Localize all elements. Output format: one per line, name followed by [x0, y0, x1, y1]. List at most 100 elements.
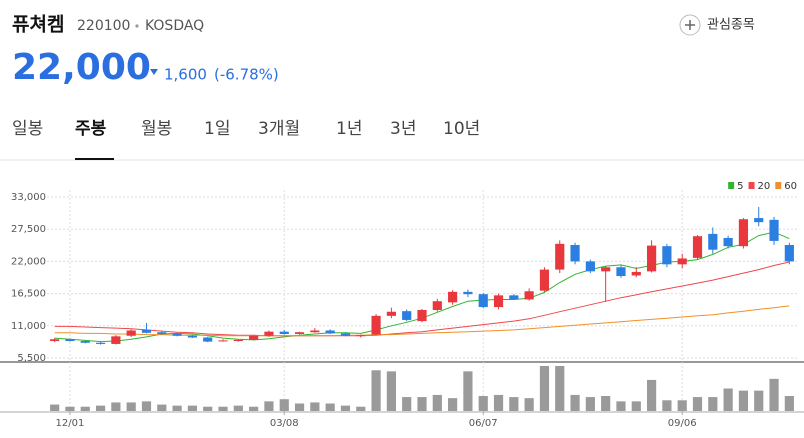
tab[interactable]: 1일 — [204, 119, 230, 139]
volume-bar — [784, 396, 794, 411]
volume-bar — [126, 402, 136, 411]
volume-bar — [417, 397, 427, 411]
tab[interactable]: 1년 — [336, 119, 362, 139]
candle-body — [754, 218, 764, 223]
candle-body — [325, 330, 335, 334]
change: 1,600 — [164, 66, 207, 84]
volume-bar — [493, 394, 504, 411]
candle-body — [708, 233, 718, 250]
candle-body — [417, 309, 427, 322]
volume-bar — [402, 397, 412, 411]
candle-body — [723, 237, 733, 247]
candle-body — [585, 261, 595, 272]
volume-bar — [310, 402, 320, 411]
volume-bar — [356, 406, 366, 411]
tab[interactable]: 주봉 — [75, 119, 107, 139]
y-tick-label: 33,000 — [11, 192, 46, 203]
candle-body — [524, 291, 534, 300]
market: KOSDAQ — [145, 18, 204, 34]
volume-bar — [50, 404, 60, 411]
volume-bar — [754, 390, 764, 411]
tab[interactable]: 3년 — [390, 119, 416, 139]
volume-bar — [616, 401, 626, 411]
candle-body — [310, 330, 320, 333]
volume-bar — [631, 401, 641, 411]
candle-body — [769, 219, 779, 241]
candle-body — [141, 329, 152, 333]
x-tick-label: 03/08 — [270, 418, 299, 429]
candle-body — [692, 236, 703, 258]
candle-body — [294, 332, 305, 334]
stock-name: 퓨쳐켐 — [12, 14, 64, 36]
y-tick-label: 11,000 — [11, 321, 46, 332]
volume-bar — [647, 379, 657, 411]
legend-label: 60 — [784, 181, 797, 192]
candle-body — [233, 339, 243, 342]
volume-bar — [677, 400, 687, 411]
volume-bar — [555, 366, 565, 411]
x-tick-label: 09/06 — [668, 418, 697, 429]
volume-bar — [723, 388, 733, 411]
volume-bar — [111, 402, 121, 411]
candle-body — [601, 267, 611, 272]
candle-body — [249, 335, 259, 340]
candle-body — [95, 342, 106, 344]
tab[interactable]: 일봉 — [12, 119, 43, 139]
candle-body — [203, 337, 213, 342]
candle-body — [386, 311, 396, 316]
candle-body — [478, 294, 488, 308]
y-tick-label: 22,000 — [11, 256, 46, 267]
candle-body — [493, 295, 504, 308]
stock-code: 220100 — [77, 18, 130, 34]
volume-bar — [279, 399, 289, 411]
candle-body — [356, 335, 366, 337]
volume-bar — [249, 406, 259, 411]
candle-body — [402, 311, 412, 320]
candle-body — [50, 339, 60, 342]
volume-bar — [692, 397, 703, 411]
tab[interactable]: 3개월 — [258, 119, 300, 139]
candle-body — [432, 301, 442, 310]
x-tick-label: 12/01 — [56, 418, 85, 429]
candle-body — [539, 269, 550, 291]
volume-bar — [294, 403, 305, 411]
volume-bar — [478, 396, 488, 411]
volume-bar — [264, 401, 274, 411]
volume-bar — [524, 398, 534, 411]
volume-bar — [172, 405, 182, 411]
x-tick-label: 06/07 — [469, 418, 498, 429]
candle-body — [157, 332, 167, 334]
watch-icon[interactable] — [679, 14, 701, 36]
separator — [135, 24, 139, 28]
volume-bar — [187, 405, 197, 411]
candle-body — [111, 336, 121, 344]
y-tick-label: 27,500 — [11, 224, 46, 235]
volume-bar — [218, 406, 228, 411]
legend-swatch — [748, 182, 755, 189]
candle-body — [509, 295, 519, 300]
candle-body — [662, 246, 672, 265]
candle-body — [555, 243, 565, 270]
volume-bar — [233, 405, 243, 411]
candle-body — [340, 333, 351, 336]
volume-bar — [371, 370, 381, 411]
volume-bar — [65, 406, 75, 411]
tab[interactable]: 월봉 — [141, 119, 172, 139]
volume-bar — [80, 406, 90, 411]
volume-bar — [601, 396, 611, 411]
volume-bar — [463, 371, 473, 411]
candle-body — [677, 258, 687, 265]
volume-bar — [769, 378, 779, 411]
candle-body — [647, 245, 657, 272]
tab[interactable]: 10년 — [443, 119, 480, 139]
volume-bar — [157, 404, 167, 411]
candle-body — [463, 291, 473, 295]
volume-bar — [448, 398, 458, 411]
volume-bar — [509, 397, 519, 411]
candle-body — [264, 331, 274, 336]
volume-bar — [95, 405, 106, 411]
candle-body — [371, 315, 381, 335]
watch-button[interactable]: 관심종목 — [707, 18, 755, 33]
